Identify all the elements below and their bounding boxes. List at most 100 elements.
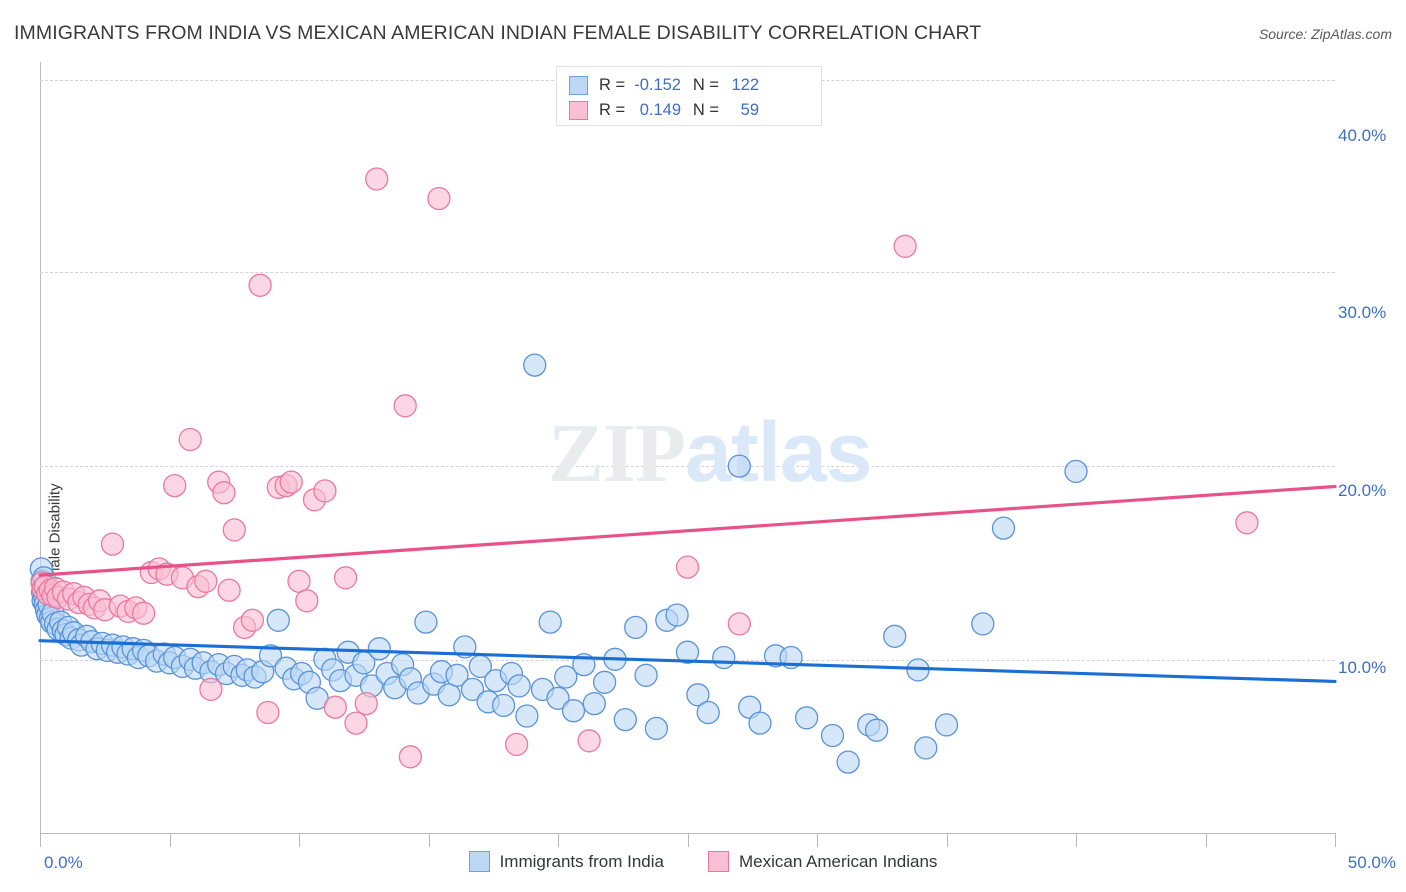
data-point xyxy=(194,569,218,593)
stats-swatch-blue xyxy=(569,76,588,95)
data-point xyxy=(883,624,907,648)
data-point xyxy=(504,732,529,757)
data-point xyxy=(437,683,461,707)
data-point xyxy=(1235,511,1259,535)
data-point xyxy=(582,691,606,716)
source-attribution: Source: ZipAtlas.com xyxy=(1258,26,1392,42)
x-axis-tick-40 xyxy=(1076,833,1077,847)
x-axis-tick-5 xyxy=(169,833,171,847)
stats-row-pink: R = 0.149 N = 59 xyxy=(569,98,811,123)
data-point xyxy=(323,695,347,719)
data-point xyxy=(248,273,272,297)
data-point xyxy=(414,610,438,634)
data-point xyxy=(592,670,617,694)
series-mexican-american-indians-points xyxy=(30,167,1259,769)
data-point xyxy=(266,608,290,632)
stats-r-label-pink: R = xyxy=(599,101,626,119)
x-axis-tick-15 xyxy=(428,833,430,847)
data-point xyxy=(686,683,710,707)
stats-r-value-pink: 0.149 xyxy=(639,101,681,119)
data-point xyxy=(393,394,417,418)
data-point xyxy=(644,716,669,741)
data-point xyxy=(367,637,391,661)
stats-r-value-blue: -0.152 xyxy=(634,76,681,94)
data-point xyxy=(561,699,586,723)
stats-n-value-pink: 59 xyxy=(740,101,759,119)
x-axis-tick-30 xyxy=(817,833,818,847)
x-axis-tick-45 xyxy=(1205,833,1207,847)
x-axis-tick-0 xyxy=(40,833,41,847)
data-point xyxy=(240,608,265,632)
data-point xyxy=(546,686,570,710)
data-point xyxy=(624,615,648,640)
data-point xyxy=(971,612,995,636)
data-point xyxy=(864,718,889,742)
data-point xyxy=(491,693,516,718)
data-point xyxy=(727,612,751,636)
x-axis-tick-50 xyxy=(1335,833,1336,847)
x-axis-max-label: 50.0% xyxy=(1347,853,1396,872)
data-point xyxy=(256,700,280,725)
page-title: IMMIGRANTS FROM INDIA VS MEXICAN AMERICA… xyxy=(14,22,982,44)
data-point xyxy=(665,603,689,627)
data-point xyxy=(100,532,125,556)
data-point xyxy=(914,736,938,760)
data-point xyxy=(538,610,562,634)
stats-n-label-blue: N = xyxy=(692,76,719,94)
data-point xyxy=(445,663,469,687)
trendline-immigrants-from-india xyxy=(38,639,1337,684)
data-point xyxy=(333,566,358,590)
gridline-20 xyxy=(40,466,1335,467)
stats-n-label-pink: N = xyxy=(692,101,719,119)
data-point xyxy=(554,665,578,689)
data-point xyxy=(893,234,917,258)
stats-swatch-pink xyxy=(569,101,588,120)
data-point xyxy=(354,691,378,716)
data-point xyxy=(634,663,658,687)
x-axis-min-label: 0.0% xyxy=(44,853,83,872)
data-point xyxy=(675,640,700,664)
y-axis-label-40: 40.0% xyxy=(1338,126,1387,146)
data-point xyxy=(696,700,720,725)
data-point xyxy=(991,516,1016,540)
x-axis-tick-35 xyxy=(946,833,948,847)
data-point xyxy=(820,723,845,748)
correlation-stats-box: R = -0.152 N = 122 R = 0.149 N = 59 xyxy=(556,66,822,126)
data-point xyxy=(460,677,485,702)
data-point xyxy=(287,569,311,593)
data-point xyxy=(131,601,156,625)
x-axis-tick-10 xyxy=(299,833,300,847)
data-point xyxy=(295,589,319,613)
data-point xyxy=(577,729,601,753)
data-point xyxy=(217,578,241,602)
trendline-mexican-american-indians xyxy=(38,484,1337,577)
data-point xyxy=(794,706,819,730)
data-point xyxy=(934,713,959,737)
gridline-30 xyxy=(40,272,1335,273)
data-point xyxy=(507,674,531,698)
stats-row-blue: R = -0.152 N = 122 xyxy=(569,73,811,98)
x-axis-tick-25 xyxy=(687,833,689,847)
y-axis-label-20: 20.0% xyxy=(1338,480,1387,500)
stats-n-value-blue: 122 xyxy=(731,76,759,94)
data-point xyxy=(727,454,751,478)
data-point xyxy=(212,481,236,505)
y-axis-label-10: 10.0% xyxy=(1338,657,1387,677)
data-point xyxy=(344,711,368,735)
data-point xyxy=(279,470,303,494)
data-point xyxy=(199,677,223,702)
data-point xyxy=(836,750,860,774)
data-point xyxy=(1064,459,1088,484)
data-point xyxy=(427,186,451,211)
stats-r-label-blue: R = xyxy=(599,76,626,94)
data-point xyxy=(398,745,423,769)
data-point xyxy=(515,704,539,728)
data-point xyxy=(178,427,202,452)
data-point xyxy=(365,167,389,191)
data-point xyxy=(613,707,637,732)
data-point xyxy=(313,479,337,503)
data-point xyxy=(163,473,187,498)
y-axis-label-30: 30.0% xyxy=(1338,303,1387,323)
